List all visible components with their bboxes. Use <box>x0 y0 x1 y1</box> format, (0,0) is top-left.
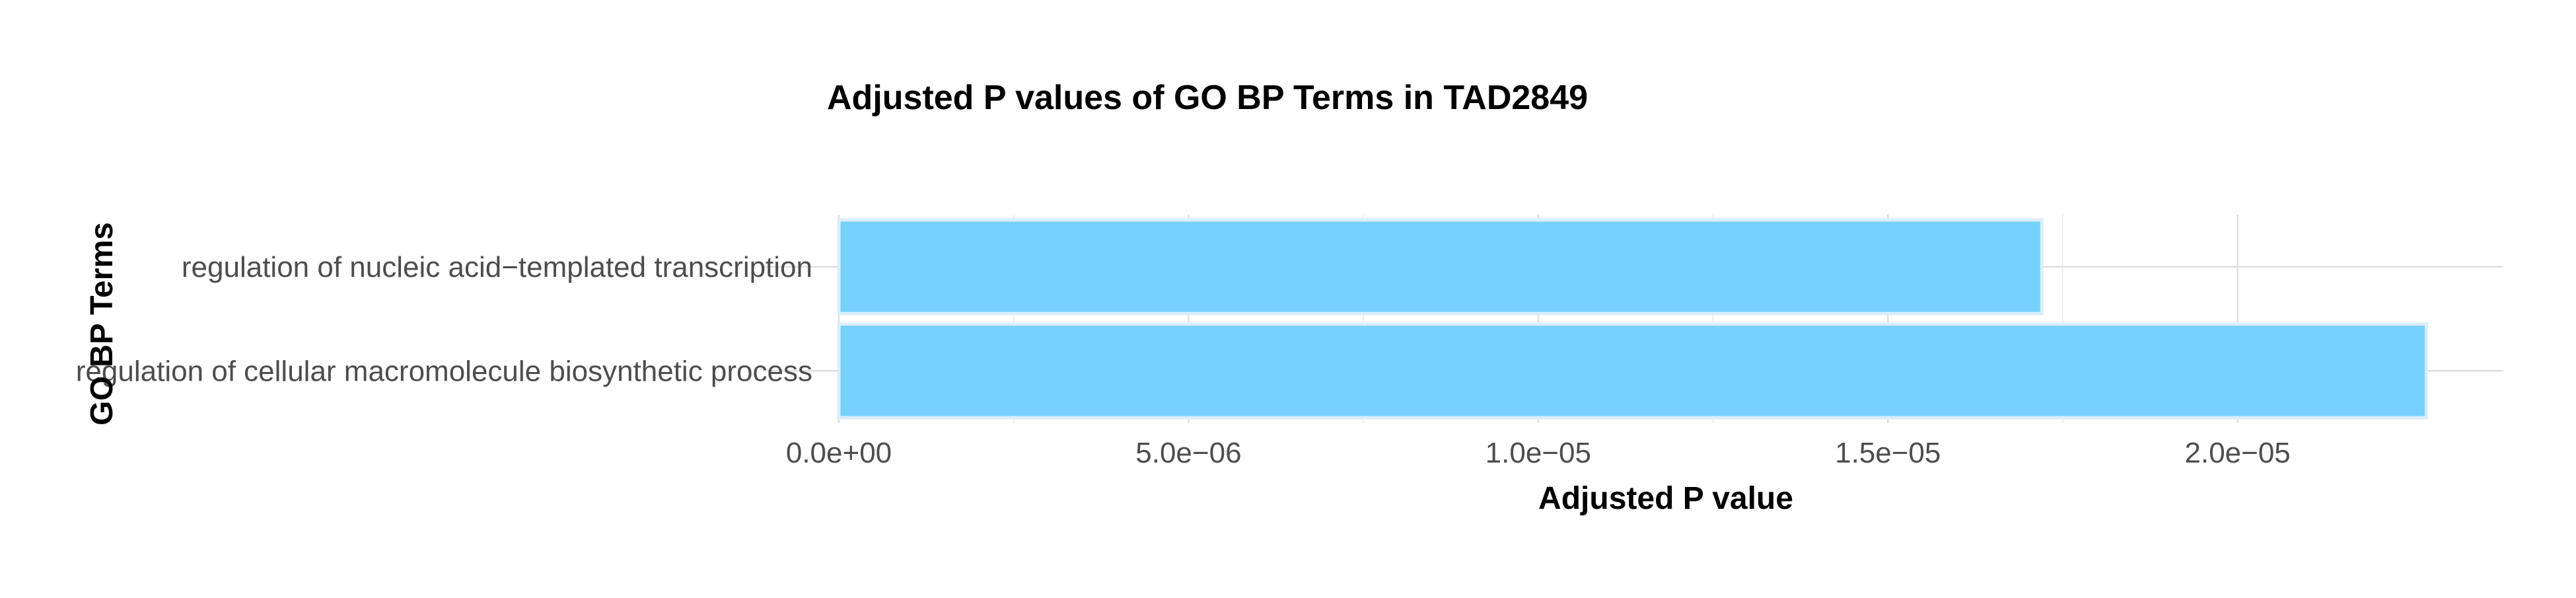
x-tick-label: 1.5e−05 <box>1835 437 1941 469</box>
y-tick-label: regulation of cellular macromolecule bio… <box>76 355 812 387</box>
y-tick-labels: regulation of nucleic acid−templated tra… <box>76 251 812 388</box>
bars <box>837 218 2429 420</box>
x-tick-label: 0.0e+00 <box>786 437 892 469</box>
bar <box>837 218 2044 316</box>
chart-title: Adjusted P values of GO BP Terms in TAD2… <box>827 79 1588 117</box>
y-axis-title: GO BP Terms <box>85 222 120 426</box>
bar <box>837 322 2429 420</box>
x-tick-label: 2.0e−05 <box>2185 437 2291 469</box>
y-tick-label: regulation of nucleic acid−templated tra… <box>182 251 812 283</box>
x-tick-label: 1.0e−05 <box>1485 437 1591 469</box>
x-axis-title: Adjusted P value <box>1538 481 1793 516</box>
x-tick-label: 5.0e−06 <box>1135 437 1241 469</box>
x-tick-labels: 0.0e+00 5.0e−06 1.0e−05 1.5e−05 2.0e−05 <box>786 437 2291 469</box>
